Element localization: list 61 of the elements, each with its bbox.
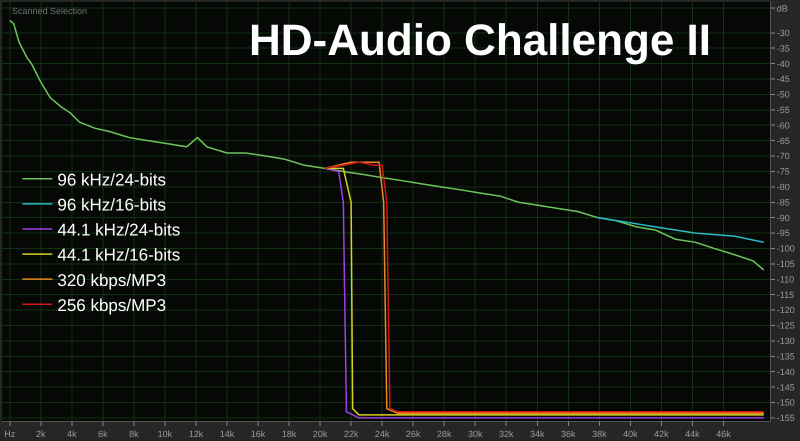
- y-tick-label: -70: [776, 151, 790, 162]
- x-tick-label: 42k: [654, 428, 670, 439]
- x-tick-label: 28k: [436, 428, 452, 439]
- x-tick-label: 14k: [220, 428, 235, 439]
- y-tick-label: -80: [776, 182, 790, 192]
- legend-label: 96 kHz/16-bits: [57, 196, 166, 214]
- y-tick-label: -30: [776, 28, 790, 38]
- y-tick-label: -125: [776, 320, 795, 331]
- x-tick-label: 24k: [374, 428, 390, 439]
- chart-title: HD-Audio Challenge II: [249, 16, 711, 66]
- y-tick-label: -110: [776, 274, 794, 284]
- x-tick-label: 18k: [282, 428, 297, 439]
- y-tick-label: -100: [776, 244, 795, 254]
- legend-label: 44.1 kHz/24-bits: [57, 220, 180, 240]
- y-tick-label: -95: [776, 228, 790, 238]
- x-tick-label: 6k: [98, 428, 108, 439]
- y-tick-label: -150: [776, 398, 795, 408]
- x-tick-label: 30k: [468, 428, 483, 439]
- y-tick-label: -135: [776, 351, 795, 362]
- x-tick-label: 12k: [188, 428, 204, 439]
- x-tick-label: 4k: [67, 428, 78, 439]
- y-tick-label: -35: [776, 43, 790, 54]
- x-tick-label: 38k: [592, 428, 608, 439]
- x-tick-label: Hz: [4, 428, 16, 439]
- y-tick-label: -65: [776, 136, 790, 146]
- y-tick-label: -90: [776, 212, 790, 223]
- line-series: [597, 216, 765, 244]
- x-tick-label: 44k: [685, 428, 700, 439]
- legend-label: 320 kbps/MP3: [57, 270, 166, 290]
- line-series: [9, 20, 765, 271]
- y-tick-label: -85: [776, 197, 790, 208]
- y-tick-label: -75: [776, 166, 790, 177]
- legend-label: 256 kbps/MP3: [57, 296, 166, 315]
- y-tick-label: -55: [776, 104, 790, 115]
- x-tick-label: 8k: [129, 428, 140, 439]
- y-tick-label: -60: [776, 120, 790, 130]
- y-tick-label: -130: [776, 336, 795, 346]
- y-tick-label: -120: [776, 305, 795, 316]
- x-tick-label: 2k: [36, 428, 46, 439]
- x-tick-label: 46k: [716, 428, 732, 439]
- x-tick-label: 36k: [561, 428, 576, 439]
- annotation: Scanned Selection: [12, 6, 88, 16]
- x-tick-label: 10k: [158, 428, 173, 439]
- x-tick-label: 40k: [623, 428, 638, 439]
- x-tick-label: 34k: [530, 428, 546, 439]
- x-tick-label: 20k: [312, 428, 328, 439]
- y-tick-label: -140: [776, 366, 795, 377]
- y-tick-label: -40: [776, 58, 790, 69]
- y-tick-label: -105: [776, 259, 795, 270]
- legend-label: 96 kHz/24-bits: [57, 170, 166, 190]
- y-tick-label: -155: [776, 413, 795, 424]
- x-tick-label: 16k: [250, 428, 266, 439]
- y-tick-label: -145: [776, 382, 795, 392]
- y-tick-label: -115: [776, 290, 794, 300]
- legend-label: 44.1 kHz/16-bits: [57, 246, 180, 265]
- x-tick-label: 32k: [498, 428, 514, 439]
- y-tick-label: -45: [776, 74, 790, 84]
- y-tick-label: dB: [776, 3, 788, 14]
- x-tick-label: 22k: [344, 428, 359, 439]
- y-tick-label: -50: [776, 90, 790, 100]
- x-tick-label: 26k: [406, 428, 421, 439]
